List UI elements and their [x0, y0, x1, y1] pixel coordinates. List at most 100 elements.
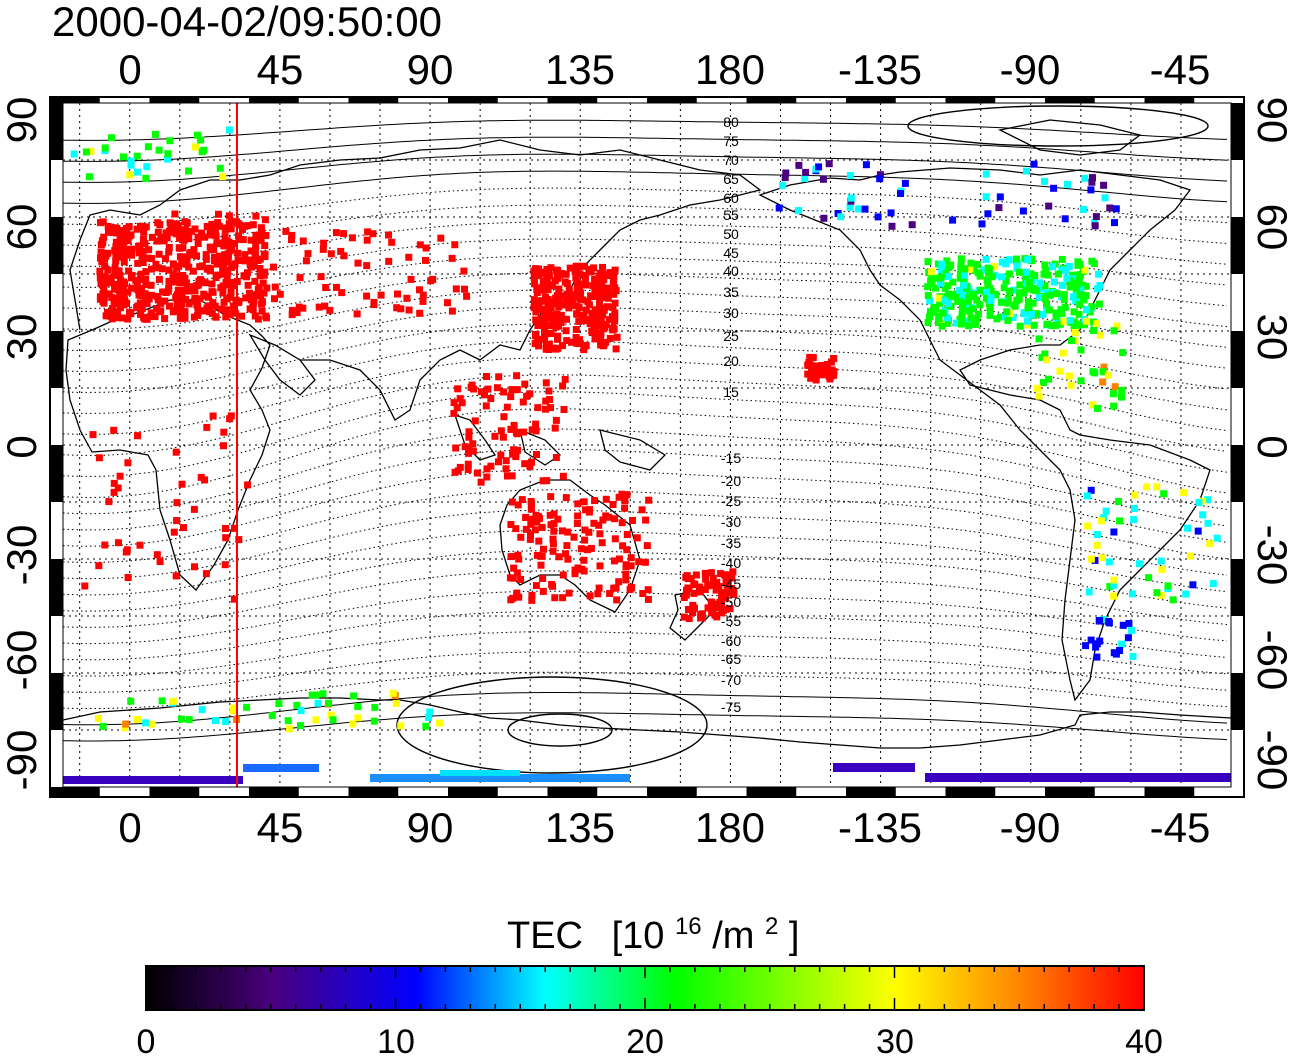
tec-cell: [970, 290, 977, 298]
tec-cell: [464, 466, 472, 474]
tec-cell: [444, 299, 451, 307]
tec-cell: [1087, 186, 1095, 194]
tec-cell: [813, 362, 821, 370]
tec-cell: [947, 261, 955, 269]
tec-cell: [545, 387, 553, 395]
frame-tick: [547, 97, 598, 103]
tec-cell: [288, 311, 296, 319]
tec-cell: [388, 238, 396, 246]
frame-tick: [1144, 97, 1195, 103]
tec-cell: [1099, 616, 1107, 624]
tec-cell: [116, 290, 124, 298]
tec-cell: [605, 316, 613, 324]
tec-cell: [549, 535, 557, 543]
tec-cell: [1077, 286, 1085, 294]
tec-cell: [685, 615, 693, 622]
contour-label: 80: [723, 114, 739, 130]
tec-cell: [573, 302, 581, 310]
tec-cell: [1052, 312, 1060, 320]
tec-cell: [983, 276, 991, 284]
tec-cell: [982, 255, 990, 263]
tec-cell: [111, 247, 119, 255]
tec-cell: [613, 333, 621, 341]
tec-cell: [696, 588, 704, 596]
tec-cell: [552, 294, 560, 302]
tec-cell: [588, 329, 596, 336]
bottom-lon-tick-90: 90: [407, 804, 454, 851]
tec-cell: [1009, 313, 1017, 321]
tec-cell: [542, 285, 550, 293]
tec-cell: [482, 402, 490, 410]
tec-cell: [554, 335, 561, 343]
tec-cell: [997, 298, 1005, 306]
tec-cell: [927, 277, 935, 285]
tec-cell: [197, 136, 205, 144]
tec-cell: [271, 283, 279, 291]
frame-tick: [249, 97, 299, 103]
contour-line: [63, 357, 1228, 435]
tec-cell: [128, 245, 136, 253]
tec-cell: [172, 572, 180, 580]
tec-cell: [89, 431, 97, 439]
tec-cell: [1056, 320, 1064, 328]
tec-cell: [212, 232, 220, 240]
tec-cell: [517, 576, 525, 583]
tec-cell: [535, 342, 543, 350]
tec-cell: [194, 233, 202, 241]
tec-cell: [546, 396, 554, 403]
tec-cell: [690, 589, 698, 597]
tec-cell: [971, 320, 979, 328]
tec-cell: [627, 562, 635, 570]
tec-cell: [507, 425, 515, 433]
tec-cell: [541, 317, 549, 325]
tec-cell: [363, 292, 371, 300]
top-longitude-axis: 0 45 90 135 180 -135 -90 -45: [118, 46, 1210, 93]
tec-cell: [1119, 349, 1127, 357]
tec-cell: [214, 219, 222, 227]
tec-cell: [138, 305, 146, 313]
tec-cell: [225, 239, 233, 246]
tec-cell: [527, 530, 534, 538]
tec-cell: [609, 303, 617, 311]
tec-cell: [939, 309, 947, 317]
tec-cell: [187, 227, 195, 235]
tec-cell: [509, 574, 517, 582]
tec-cell: [126, 171, 134, 179]
tec-cell: [606, 334, 614, 342]
tec-cell: [161, 315, 169, 323]
tec-cell: [958, 310, 966, 318]
contour-line: [63, 272, 1228, 330]
tec-cell: [1100, 181, 1108, 189]
tec-cell: [133, 283, 141, 290]
tec-cell: [122, 251, 130, 259]
tec-cell: [530, 299, 538, 307]
tec-cell: [116, 248, 124, 256]
tec-cell: [961, 265, 969, 273]
tec-cell: [145, 295, 153, 303]
tec-cell: [397, 722, 405, 730]
tec-cell: [1110, 581, 1118, 589]
tec-cell: [973, 296, 981, 304]
frame-tick: [50, 787, 100, 797]
tec-cell: [820, 214, 828, 222]
tec-cell: [563, 337, 571, 345]
tec-cell: [165, 277, 173, 285]
tec-cell: [227, 279, 235, 286]
contour-line: [63, 712, 1228, 742]
frame-tick: [846, 97, 896, 103]
tec-cell: [1064, 180, 1071, 188]
tec-cell: [121, 724, 129, 732]
tec-cell: [473, 469, 481, 477]
tec-cell: [115, 539, 122, 547]
frame-tick: [149, 787, 200, 797]
tec-cell: [469, 447, 477, 455]
tec-cell: [427, 277, 435, 285]
tec-cell: [165, 244, 173, 251]
tec-cell: [181, 227, 189, 235]
tec-cell: [258, 300, 265, 308]
tec-cell: [116, 238, 124, 246]
tec-cell: [1090, 260, 1098, 268]
contour-line: [63, 170, 1228, 204]
tec-cell: [1143, 483, 1151, 491]
tec-cell: [987, 294, 995, 302]
